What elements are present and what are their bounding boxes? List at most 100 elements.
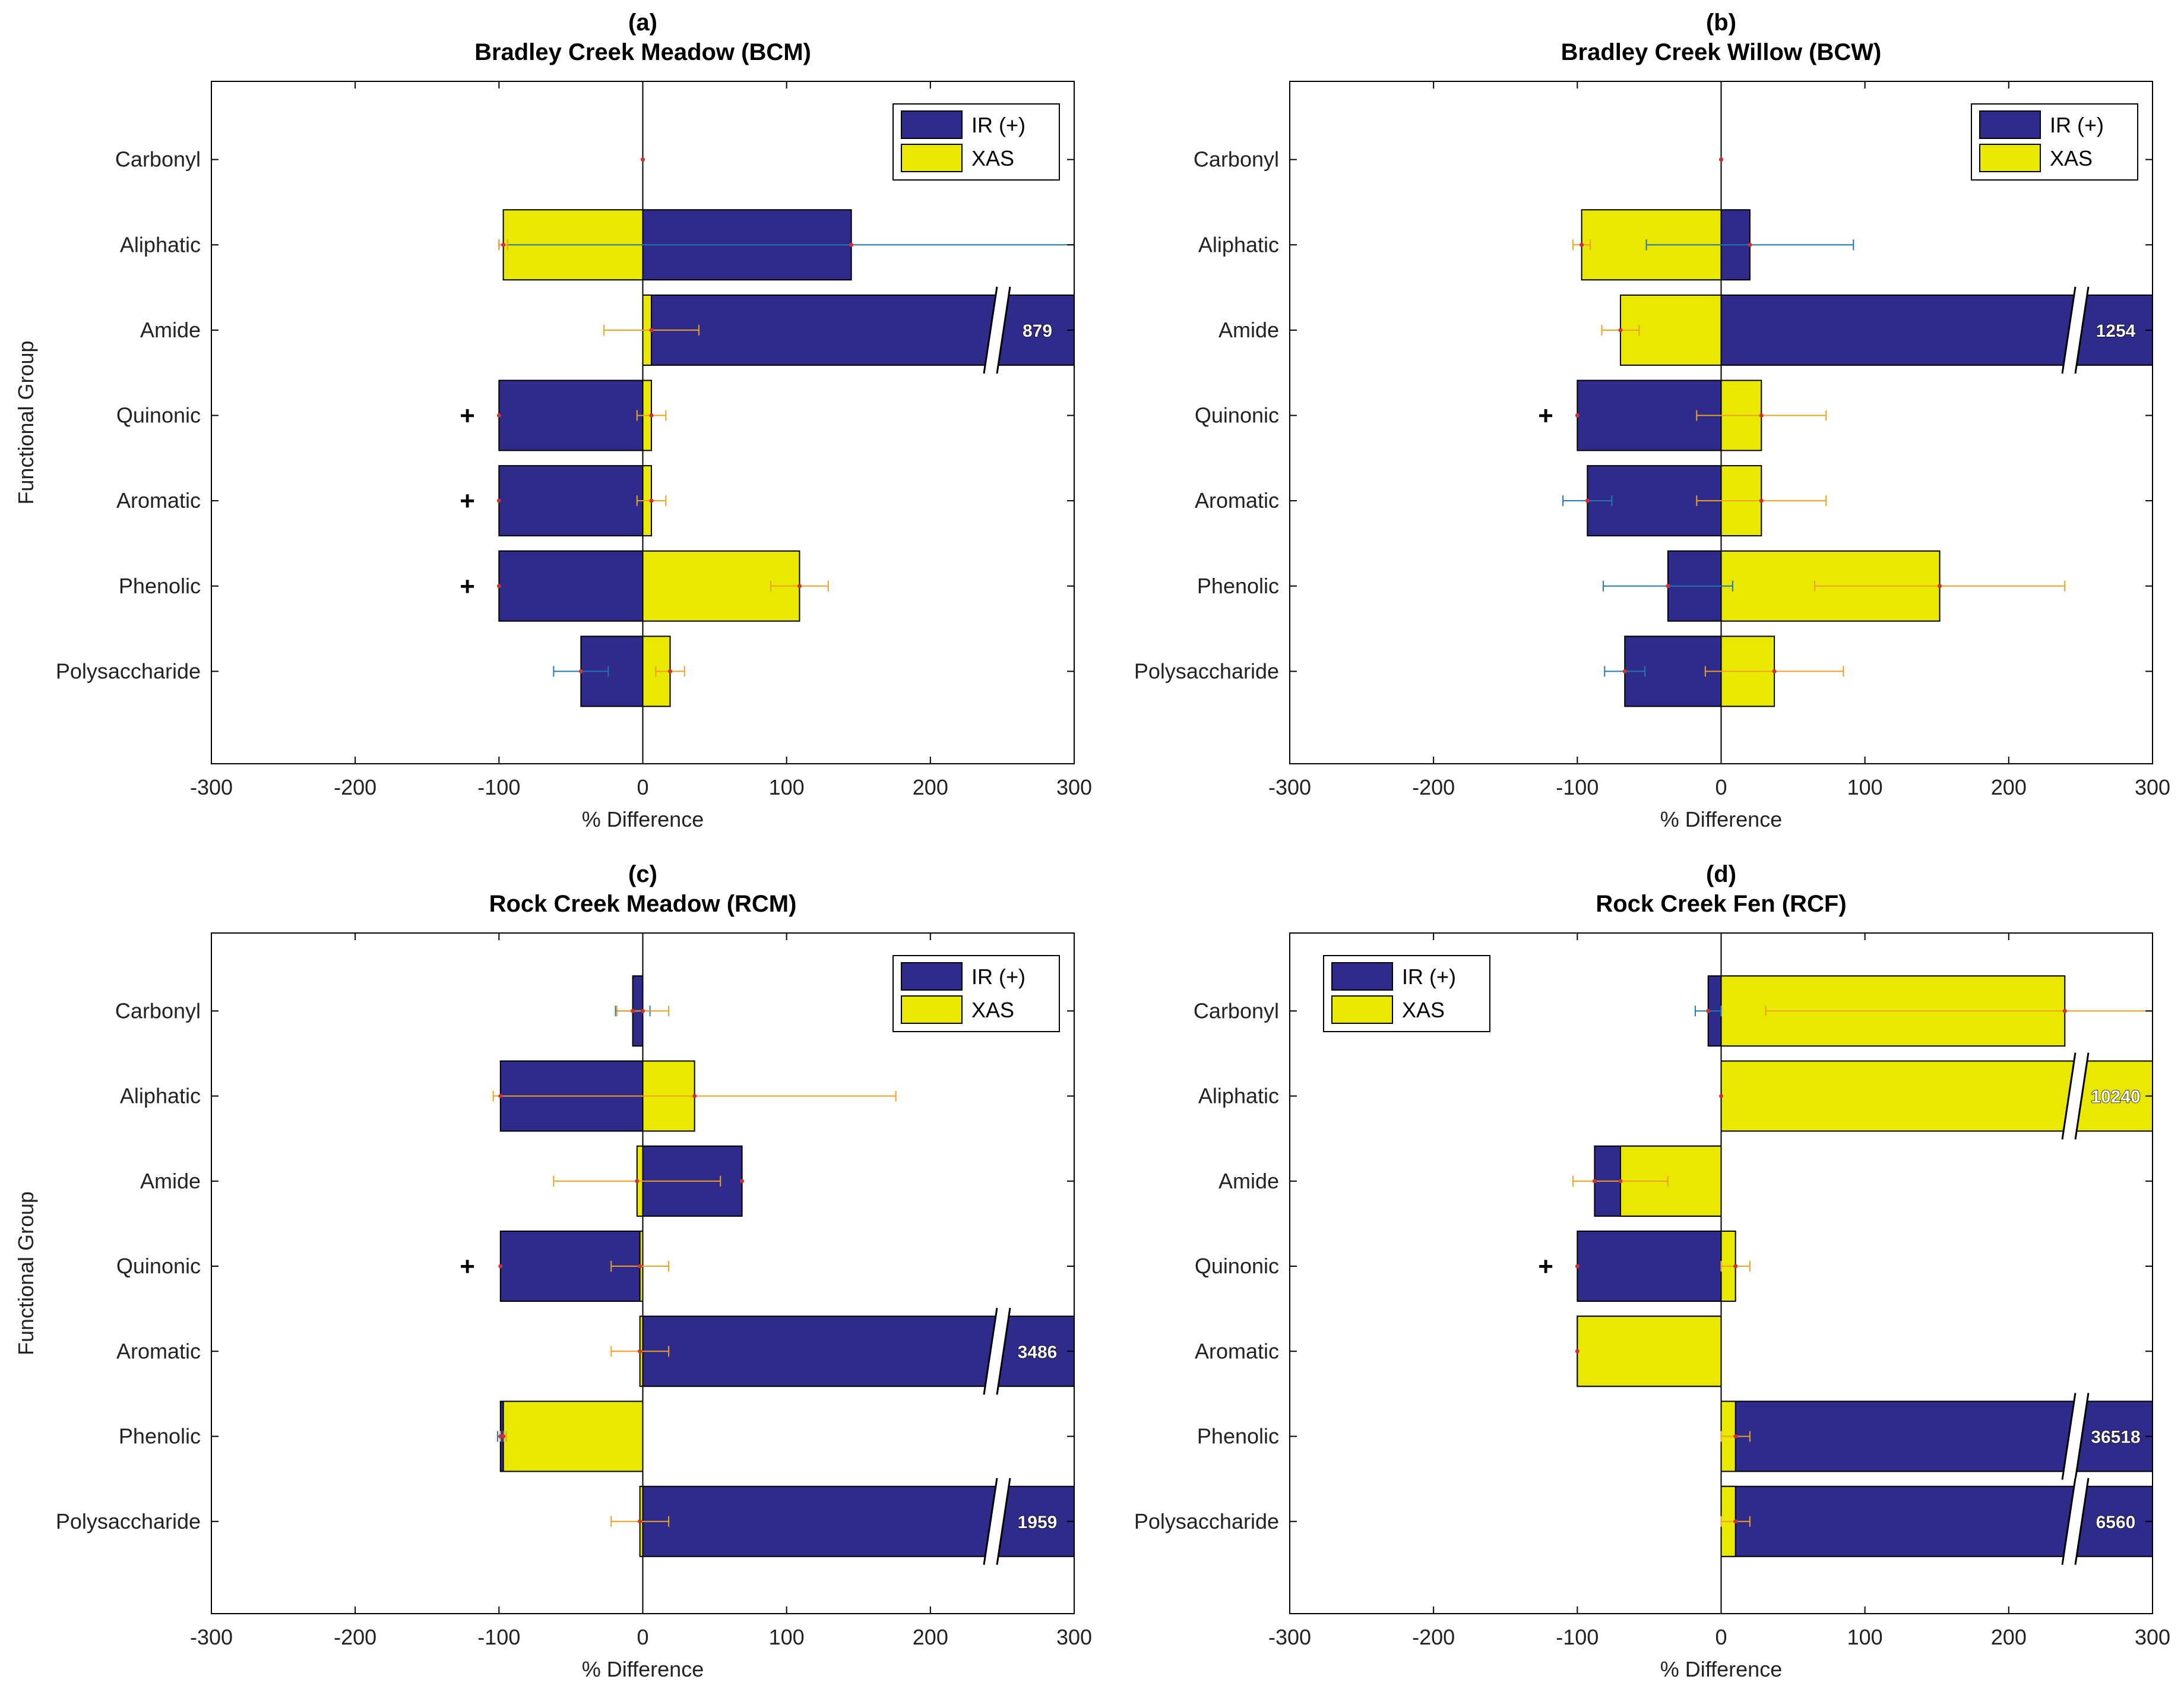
category-label: Aliphatic: [1198, 1084, 1279, 1108]
mean-marker: [498, 1094, 503, 1098]
mean-marker: [797, 584, 802, 589]
legend-swatch-ir: [901, 110, 963, 139]
x-tick-label: 0: [637, 1625, 648, 1649]
mean-marker: [1748, 242, 1752, 247]
ir-bar: [499, 1231, 644, 1302]
category-label: Aliphatic: [120, 232, 201, 257]
x-tick-label: 300: [1056, 1625, 1092, 1649]
x-tick-label: 200: [913, 775, 948, 799]
axis-break: [2062, 286, 2088, 374]
axis-break-line: [2074, 1478, 2090, 1565]
axis-break: [984, 1478, 1010, 1565]
mean-marker: [635, 1179, 640, 1184]
x-tick-label: -100: [477, 1625, 520, 1649]
mean-marker: [638, 1264, 642, 1269]
xas-bar: [1577, 1315, 1722, 1387]
mean-marker: [1585, 498, 1590, 503]
x-tick-label: 200: [1991, 1625, 2027, 1649]
axis-break-line: [983, 1308, 998, 1395]
y-axis-label: Functional Group: [14, 1191, 38, 1355]
mean-marker: [1618, 328, 1623, 333]
mean-marker: [1938, 584, 1942, 589]
category-label: Amide: [140, 318, 201, 342]
mean-marker: [1719, 1094, 1723, 1098]
mean-marker: [1733, 1264, 1738, 1269]
x-axis-label: % Difference: [582, 807, 704, 831]
bar-value-label: 3486: [1018, 1342, 1058, 1362]
mean-marker: [740, 1179, 745, 1184]
category-label: Aromatic: [116, 488, 201, 513]
x-tick-label: 300: [2135, 775, 2170, 799]
mean-marker: [1580, 242, 1584, 247]
legend-swatch-ir: [1331, 962, 1393, 991]
mean-marker: [496, 498, 501, 503]
xas-bar: [1720, 1060, 2153, 1132]
legend-label-ir: IR (+): [971, 113, 1025, 137]
category-label: Phenolic: [1197, 574, 1279, 598]
ir-bar: [1720, 1400, 2153, 1472]
x-tick-label: 100: [769, 1625, 805, 1649]
significance-marker: +: [460, 572, 475, 601]
category-label: Amide: [1218, 1169, 1279, 1193]
x-tick-label: 100: [1847, 1625, 1883, 1649]
mean-marker: [1622, 669, 1627, 673]
panel-title: Rock Creek Meadow (RCM): [489, 891, 797, 917]
mean-marker: [641, 157, 645, 162]
ir-bar: [498, 550, 644, 622]
xas-bar: [502, 1400, 644, 1472]
x-tick-label: 0: [1715, 775, 1727, 799]
category-label: Polysaccharide: [56, 1509, 201, 1533]
mean-marker: [1666, 584, 1670, 589]
mean-marker: [1772, 669, 1777, 673]
mean-marker: [1575, 1349, 1580, 1354]
category-label: Quinonic: [116, 403, 201, 428]
legend-label-xas: XAS: [1402, 998, 1445, 1022]
legend-label-ir: IR (+): [2050, 113, 2104, 137]
panel-letter: (b): [1706, 10, 1736, 36]
axis-break-line: [983, 1478, 998, 1565]
axis-break: [2062, 1478, 2088, 1565]
panel-letter: (c): [628, 861, 657, 887]
mean-marker: [498, 1434, 503, 1438]
ir-bar: [642, 1485, 1075, 1557]
mean-marker: [1706, 1008, 1711, 1013]
panel-title: Bradley Creek Willow (BCW): [1561, 39, 1882, 65]
axis-break: [984, 286, 1010, 374]
legend-swatch-ir: [1979, 110, 2041, 139]
category-label: Carbonyl: [1194, 147, 1279, 172]
category-label: Polysaccharide: [1134, 659, 1279, 683]
legend-label-ir: IR (+): [1402, 964, 1456, 989]
mean-marker: [1575, 413, 1580, 418]
mean-marker: [1592, 1179, 1597, 1184]
mean-marker: [496, 413, 501, 418]
mean-marker: [1759, 498, 1764, 503]
mean-marker: [1719, 157, 1723, 162]
mean-marker: [641, 1008, 645, 1013]
x-tick-label: 200: [913, 1625, 948, 1649]
legend-swatch-xas: [901, 995, 963, 1024]
x-tick-label: -200: [1412, 1625, 1455, 1649]
mean-marker: [649, 328, 654, 333]
x-tick-label: -300: [190, 775, 233, 799]
mean-marker: [2062, 1008, 2067, 1013]
mean-marker: [668, 669, 673, 673]
legend-label-ir: IR (+): [971, 964, 1025, 989]
category-label: Phenolic: [119, 1424, 201, 1449]
mean-marker: [496, 584, 501, 589]
panel-2: (b) Bradley Creek Willow (BCW) -300 -200 -10…: [1134, 10, 2170, 831]
significance-marker: +: [460, 401, 475, 431]
category-label: Phenolic: [119, 574, 201, 598]
category-label: Carbonyl: [115, 147, 201, 172]
legend-swatch-xas: [901, 144, 963, 172]
x-tick-label: -200: [334, 775, 376, 799]
category-label: Aromatic: [116, 1339, 201, 1363]
x-tick-label: -300: [1268, 1625, 1311, 1649]
axis-break-line: [2061, 286, 2077, 374]
x-tick-label: -100: [477, 775, 520, 799]
category-label: Quinonic: [1195, 1254, 1279, 1278]
panel-3: (c) Rock Creek Meadow (RCM) -300 -200 -100 0 1…: [14, 861, 1092, 1681]
significance-marker: +: [460, 1252, 475, 1281]
category-label: Quinonic: [116, 1254, 201, 1278]
x-axis-label: % Difference: [1660, 807, 1782, 831]
